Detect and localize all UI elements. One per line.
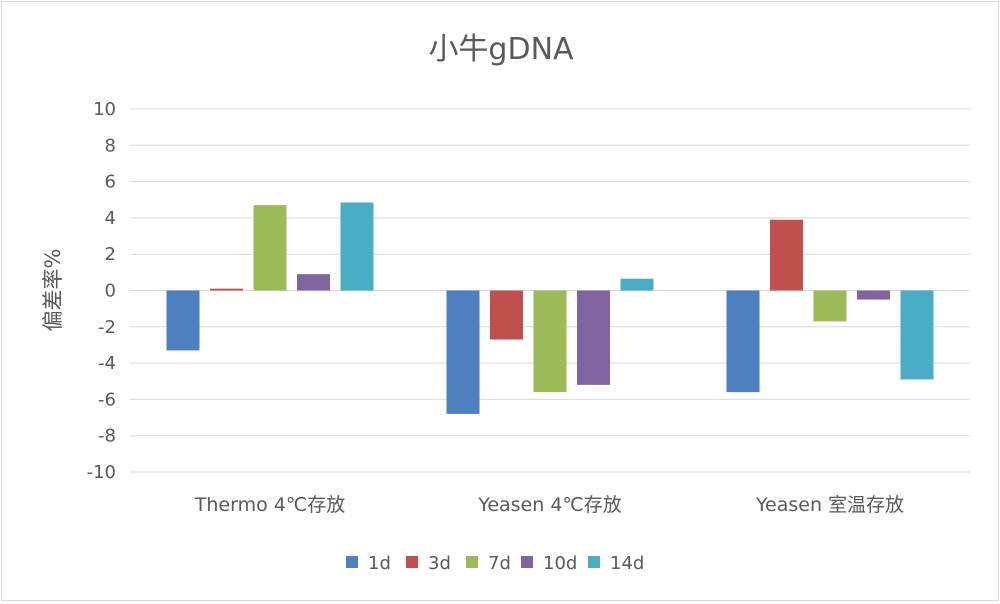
y-tick-label: -10 [87,462,116,483]
chart-title: 小牛gDNA [428,32,574,67]
legend-label: 10d [543,553,577,574]
category-label: Yeasen 4℃存放 [477,494,622,516]
y-tick-label: -4 [98,353,116,374]
bar-1d-0 [166,290,200,351]
y-axis-label: 偏差率% [41,249,65,332]
bar-layer [166,202,934,414]
bar-14d-0 [340,202,374,291]
legend: 1d 3d 7d 10d 14d [346,553,644,574]
bar-10d-0 [297,274,330,291]
bar-14d-1 [620,278,654,291]
bar-1d-1 [446,290,480,414]
legend-swatch-1d [346,556,358,568]
legend-label: 14d [610,553,644,574]
y-tick-label: 2 [105,244,116,265]
bar-1d-2 [726,290,760,393]
bar-3d-0 [210,288,243,291]
legend-label: 7d [488,553,511,574]
bar-14d-2 [900,290,934,380]
legend-swatch-3d [406,556,418,568]
category-label: Yeasen 室温存放 [755,494,904,516]
category-label-layer: Thermo 4℃存放 Yeasen 4℃存放 Yeasen 室温存放 [194,494,904,516]
bar-7d-2 [813,290,847,322]
bar-3d-2 [770,219,803,291]
bar-7d-1 [533,290,567,393]
legend-swatch-7d [466,556,478,568]
category-label: Thermo 4℃存放 [194,494,345,516]
y-tick-label: 10 [93,99,116,120]
bar-10d-2 [857,290,890,300]
y-tick-label: -2 [98,317,116,338]
y-tick-layer: 10 8 6 4 2 0 -2 -4 -6 -8 -10 [87,99,116,483]
y-tick-label: -8 [98,426,116,447]
y-tick-label: -6 [98,389,116,410]
legend-swatch-10d [521,556,533,568]
y-tick-label: 4 [105,208,116,229]
bar-10d-1 [577,290,610,385]
y-tick-label: 8 [105,135,116,156]
y-tick-label: 0 [105,281,116,302]
bar-3d-1 [490,290,523,340]
legend-label: 1d [368,553,391,574]
legend-swatch-14d [588,556,600,568]
y-tick-label: 6 [105,172,116,193]
bar-7d-0 [253,205,287,291]
legend-label: 3d [428,553,451,574]
